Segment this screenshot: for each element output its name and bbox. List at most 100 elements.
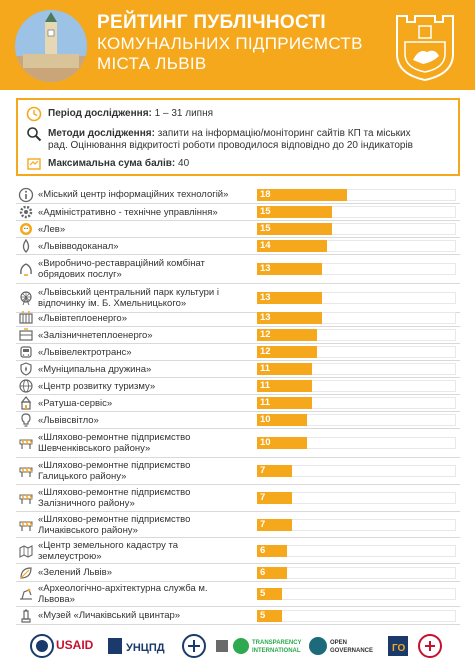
score-bar <box>257 312 322 324</box>
ranking-row: «Шляхово-ремонтне підприємство Личаківськ… <box>16 512 460 538</box>
company-name: «Міський центр інформаційних технологій» <box>38 189 229 200</box>
score-bar <box>257 380 312 392</box>
score-value: 14 <box>260 240 271 251</box>
max-score-label: Максимальна сума балів: <box>48 158 176 169</box>
row-divider <box>16 411 460 412</box>
row-divider <box>16 220 460 221</box>
svg-text:USAID: USAID <box>56 638 94 652</box>
wreath-icon <box>18 261 34 277</box>
row-divider <box>16 254 460 255</box>
period-label: Період дослідження: <box>48 108 152 119</box>
score-value: 18 <box>260 188 271 200</box>
bar-track <box>257 609 456 622</box>
city-hall-photo <box>15 10 87 82</box>
max-score-row: Максимальна сума балів: 40 <box>26 156 456 172</box>
company-name: «Адміністративно - технічне управління» <box>38 206 218 218</box>
lviv-coat-of-arms-icon <box>393 12 457 82</box>
row-divider <box>16 312 460 313</box>
partner-logo-8 <box>416 632 444 660</box>
company-name: «Зелений Львів» <box>38 567 112 578</box>
water-drop-icon <box>18 238 34 254</box>
row-divider <box>16 581 460 582</box>
ranking-row: «Шляхово-ремонтне підприємство Шевченківс… <box>16 429 460 458</box>
usaid-logo: USAID <box>30 632 100 660</box>
ranking-row: «Львівтеплоенерго» 13 <box>16 310 460 327</box>
score-bar <box>257 263 322 275</box>
score-value: 10 <box>260 437 271 448</box>
radiator-icon <box>18 310 34 326</box>
score-value: 5 <box>260 588 266 599</box>
leaf-icon <box>18 565 34 581</box>
company-name: «Шляхово-ремонтне підприємство Личаківськ… <box>38 513 191 536</box>
score-bar <box>257 223 332 235</box>
svg-text:OPEN: OPEN <box>330 640 347 646</box>
magnifier-icon <box>26 126 42 142</box>
row-divider <box>16 484 460 485</box>
globe-icon <box>18 378 34 394</box>
row-divider <box>16 606 460 607</box>
score-value: 11 <box>260 380 271 391</box>
svg-text:УНЦПД: УНЦПД <box>126 642 165 654</box>
score-bar <box>257 465 292 477</box>
ucipr-logo: УНЦПД <box>106 632 174 660</box>
company-name: «Залізничнетеплоенерго» <box>38 329 153 341</box>
score-value: 7 <box>260 465 266 476</box>
clock-icon <box>26 106 42 122</box>
row-divider <box>16 457 460 458</box>
company-name: «Центр розвитку туризму» <box>38 380 156 392</box>
bar-track <box>257 588 456 600</box>
title-line-1: РЕЙТИНГ ПУБЛІЧНОСТІ <box>97 12 326 33</box>
row-divider <box>16 326 460 327</box>
score-bar <box>257 492 292 504</box>
row-divider <box>16 203 460 204</box>
score-bar <box>257 363 312 375</box>
row-divider <box>16 237 460 238</box>
row-divider <box>16 283 460 284</box>
score-value: 7 <box>260 492 266 503</box>
open-governance-logo: OPEN GOVERNANCE <box>308 632 378 660</box>
map-icon <box>18 543 34 559</box>
score-value: 11 <box>260 397 271 408</box>
row-divider <box>16 394 460 395</box>
score-value: 5 <box>260 609 266 621</box>
row-divider <box>16 563 460 564</box>
score-bar <box>257 566 287 579</box>
company-name: «Львівелектротранс» <box>38 346 132 358</box>
partner-logos: USAID УНЦПД TRANSPARENCY INTERNATIONAL O… <box>0 628 475 667</box>
info-icon <box>18 187 34 203</box>
lightbulb-icon <box>18 412 34 428</box>
score-bar <box>257 240 327 252</box>
company-name: «Муніципальна дружина» <box>38 363 152 375</box>
ranking-row: «Ратуша-сервіс» 11 <box>16 395 460 412</box>
company-name: «Шляхово-ремонтне підприємство Шевченківс… <box>38 432 191 454</box>
company-name: «Археологічно-архітектурна служба м. Льво… <box>38 583 208 605</box>
score-value: 6 <box>260 566 266 578</box>
tram-icon <box>18 344 34 360</box>
ferris-wheel-icon <box>18 290 34 306</box>
row-divider <box>16 624 460 625</box>
row-divider <box>16 343 460 344</box>
company-name: «Львівводоканал» <box>38 240 119 252</box>
row-divider <box>16 377 460 378</box>
partner-logo-4 <box>214 632 230 660</box>
partner-logo-7: ГО <box>384 632 412 660</box>
company-name: «Ратуша-сервіс» <box>38 397 113 409</box>
ranking-row: «Львівводоканал» 14 <box>16 238 460 255</box>
road-barrier-icon <box>18 490 34 506</box>
research-info-box: Період дослідження: 1 – 31 липня Методи … <box>16 98 460 176</box>
ranking-row: «Центр розвитку туризму» 11 <box>16 378 460 395</box>
score-value: 15 <box>260 223 271 234</box>
police-badge-icon <box>18 361 34 377</box>
company-name: «Центр земельного кадастру та землеустрою… <box>38 539 179 562</box>
company-name: «Виробничо-реставраційний комбінат обрядо… <box>38 258 205 280</box>
score-bar <box>257 188 347 201</box>
lion-icon <box>18 221 34 237</box>
score-value: 13 <box>260 292 271 303</box>
score-value: 13 <box>260 312 271 323</box>
methods-row: Методи дослідження: запити на інформацію… <box>26 126 456 154</box>
score-bar <box>257 329 317 341</box>
ranking-row: «Муніципальна дружина» 11 <box>16 361 460 378</box>
score-bar <box>257 206 332 218</box>
svg-text:INTERNATIONAL: INTERNATIONAL <box>252 648 301 654</box>
